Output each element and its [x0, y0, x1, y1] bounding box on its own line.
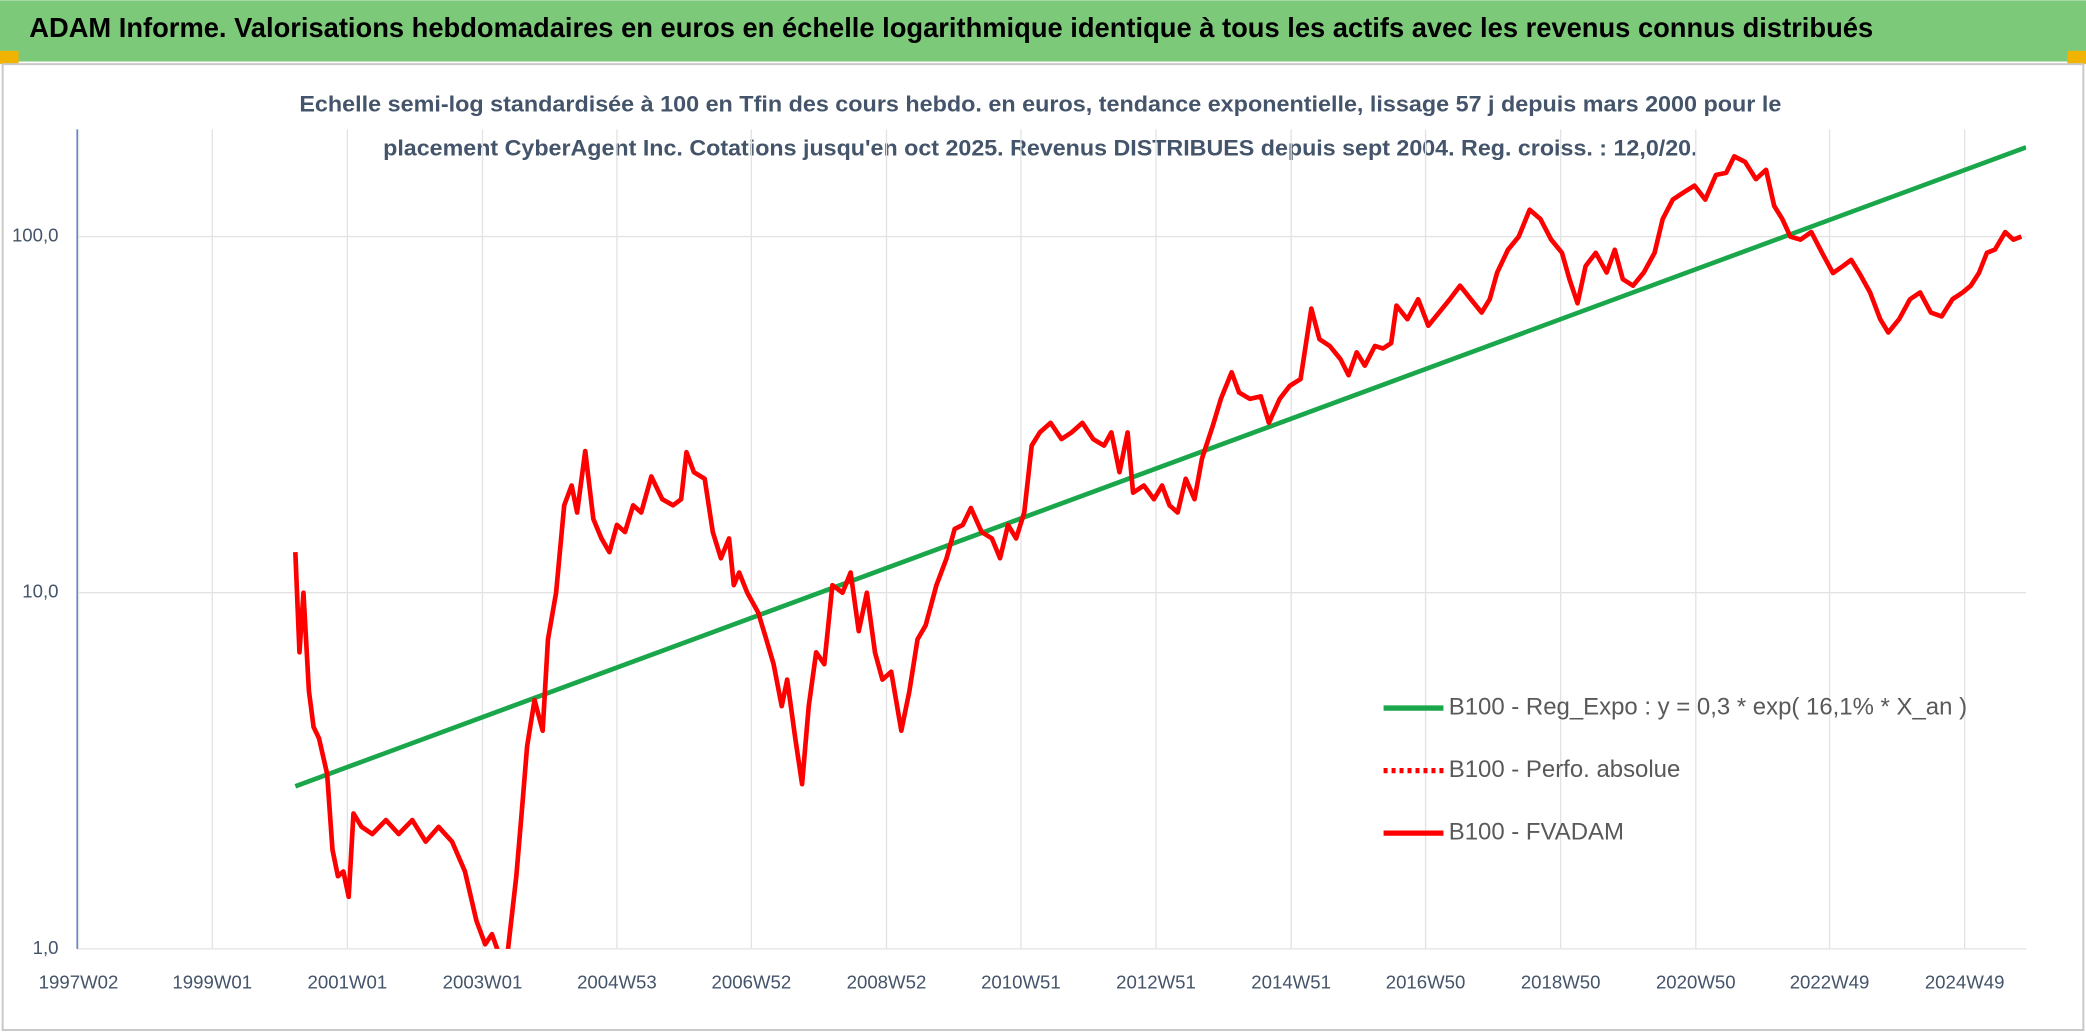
x-tick-label: 2006W52: [712, 971, 792, 992]
x-tick-label: 2003W01: [443, 971, 523, 992]
x-tick-label: 2012W51: [1116, 971, 1196, 992]
chart-title: placement CyberAgent Inc. Cotations jusq…: [383, 135, 1697, 160]
x-tick-label: 2018W50: [1521, 971, 1601, 992]
y-tick-label: 10,0: [22, 581, 58, 602]
x-tick-label: 1999W01: [172, 971, 252, 992]
x-tick-label: 1997W02: [39, 971, 119, 992]
page-title: ADAM Informe. Valorisations hebdomadaire…: [29, 12, 1873, 43]
corner: [0, 50, 19, 65]
plot-area: [293, 145, 2027, 949]
frame: [1, 63, 2085, 1032]
x-tick-label: 2010W51: [981, 971, 1061, 992]
series-line: [293, 154, 2023, 949]
series-line: [294, 145, 2027, 789]
x-tick-label: 2020W50: [1656, 971, 1736, 992]
y-tick-label: 100,0: [12, 224, 59, 245]
y-tick-label: 1,0: [33, 937, 59, 958]
x-tick-label: 2014W51: [1251, 971, 1331, 992]
x-tick-label: 2022W49: [1790, 971, 1870, 992]
x-tick-label: 2001W01: [308, 971, 388, 992]
header-band: [0, 0, 2086, 62]
x-tick-label: 2024W49: [1925, 971, 2005, 992]
x-tick-label: 2016W50: [1386, 971, 1466, 992]
x-tick-label: 2008W52: [847, 971, 927, 992]
legend-label: B100 - Reg_Expo : y = 0,3 * exp( 16,1% *…: [1449, 693, 1967, 720]
legend-label: B100 - FVADAM: [1449, 818, 1624, 845]
legend-label: B100 - Perfo. absolue: [1449, 756, 1681, 783]
chart-title: Echelle semi-log standardisée à 100 en T…: [299, 91, 1781, 116]
corner: [2067, 50, 2086, 65]
x-tick-label: 2004W53: [577, 971, 657, 992]
